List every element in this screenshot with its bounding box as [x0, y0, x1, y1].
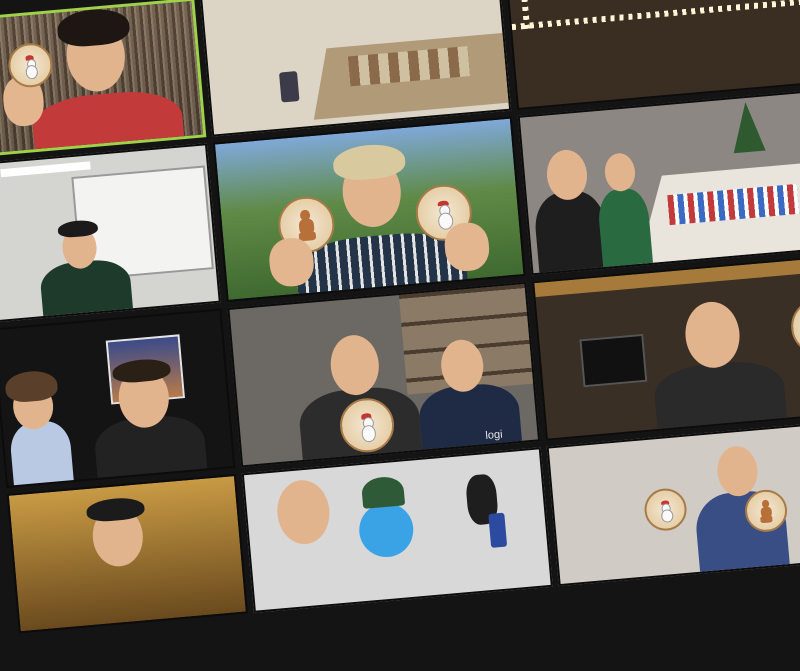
boy-face — [715, 444, 760, 498]
christmas-tree — [729, 100, 766, 154]
tile-ornate-gold-ceiling — [6, 473, 249, 634]
tile-woman-red-sweater — [0, 0, 207, 158]
snowman-painting-icon — [434, 199, 455, 231]
tile-family-painting-table — [517, 89, 800, 276]
tile-two-men-bookshelf: logi — [227, 281, 541, 468]
snowman-painting-icon — [23, 55, 39, 80]
gingerbread-painting-icon — [757, 499, 776, 523]
tile-man-headphones — [532, 255, 800, 441]
tile-office-whiteboard — [0, 143, 221, 323]
ornament-santa-edge — [788, 296, 800, 357]
tile-man-with-bob-ross-cutout — [0, 308, 236, 488]
blue-shirt-cutout — [8, 419, 75, 488]
snowman-toy — [357, 500, 416, 560]
bearded-glasses-face — [682, 299, 743, 371]
girl-face — [603, 152, 637, 193]
soda-can — [488, 512, 508, 548]
mug — [278, 71, 300, 103]
gingerbread-painting-icon — [294, 209, 320, 242]
snowman-toy-hat — [360, 475, 406, 509]
snowman-painting-icon — [357, 412, 377, 443]
tile-lights-dark-room — [504, 0, 800, 110]
monitor — [579, 333, 648, 388]
navy-sweater — [417, 381, 523, 460]
girl-green-dress — [596, 187, 654, 272]
tile-boy-two-ornaments — [546, 420, 800, 587]
camera-brand-label: logi — [484, 428, 504, 442]
tile-blond-man-two-ornaments — [212, 116, 526, 303]
ceiling-light — [0, 161, 91, 178]
tile-office-desk — [200, 0, 512, 137]
bearded-man-face — [274, 478, 333, 547]
string-lights — [511, 0, 800, 31]
tile-bearded-man-snowman-toy — [241, 447, 553, 613]
ornament-snowman-boy — [642, 486, 689, 533]
snowman-painting-icon — [658, 500, 674, 523]
man-dark-shirt — [532, 188, 611, 276]
